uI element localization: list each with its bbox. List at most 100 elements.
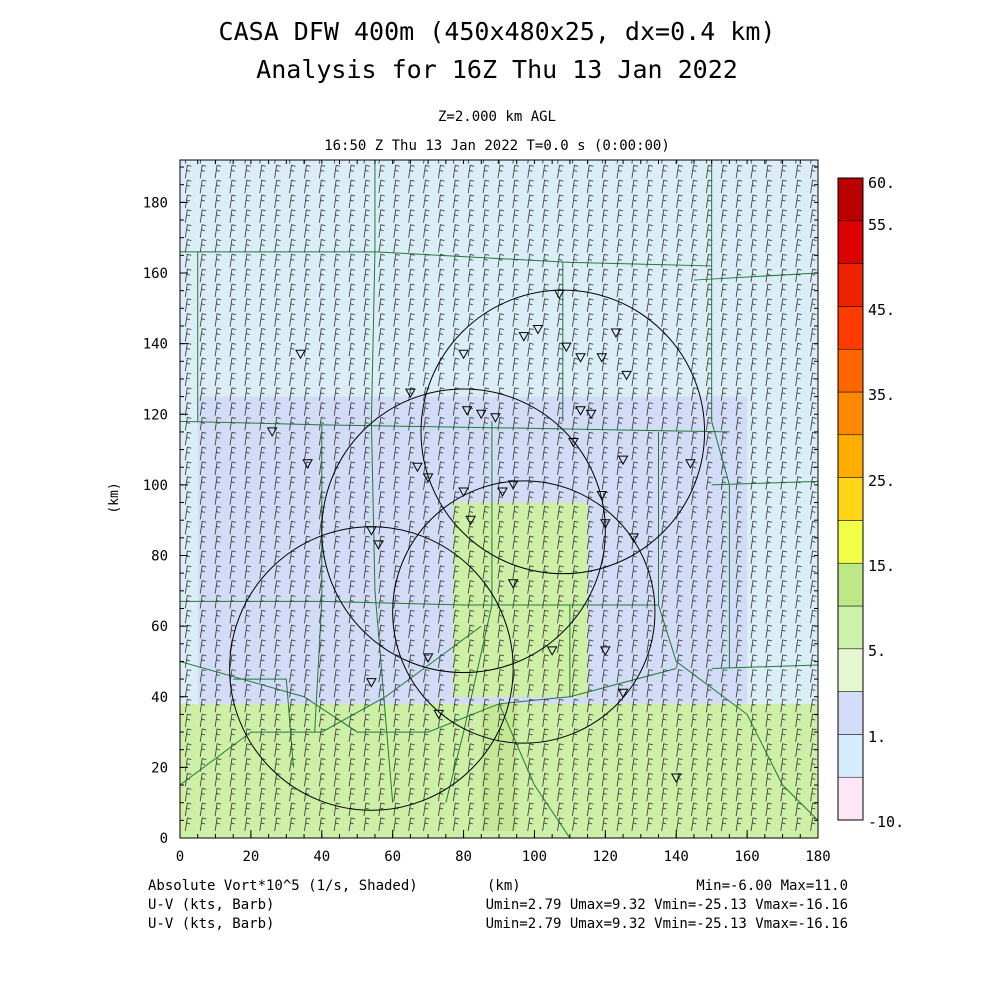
wind-barb — [601, 253, 609, 268]
wind-barb — [720, 194, 728, 209]
wind-barb — [437, 461, 445, 476]
wind-barb — [631, 224, 639, 238]
wind-barb — [571, 580, 579, 594]
wind-barb — [333, 713, 341, 728]
wind-barb — [452, 283, 460, 298]
wind-barb — [303, 580, 311, 594]
wind-barb — [765, 164, 773, 179]
wind-barb — [363, 817, 371, 832]
wind-barb — [780, 372, 787, 387]
wind-barb — [303, 491, 311, 505]
wind-barb — [482, 224, 490, 238]
wind-barb — [601, 268, 609, 283]
wind-barb — [631, 327, 639, 342]
wind-barb — [735, 520, 743, 535]
wind-barb — [691, 772, 698, 787]
wind-barb — [199, 787, 207, 802]
wind-barb — [795, 194, 802, 209]
wind-barb — [616, 802, 624, 817]
wind-barb — [303, 772, 311, 787]
wind-barb — [750, 609, 758, 624]
wind-barb — [378, 743, 385, 757]
wind-barb — [244, 194, 251, 209]
x-tick-label: 40 — [313, 849, 330, 865]
wind-barb — [333, 772, 341, 787]
wind-barb — [393, 179, 400, 194]
wind-barb — [557, 164, 564, 179]
wind-barb — [333, 209, 341, 223]
wind-barb — [289, 402, 296, 416]
wind-barb — [661, 431, 668, 446]
wind-barb — [274, 298, 281, 312]
wind-barb — [452, 565, 460, 579]
wind-barb — [765, 209, 773, 223]
wind-barb — [750, 683, 758, 698]
wind-barb — [542, 209, 549, 223]
wind-barb — [542, 698, 549, 713]
wind-barb — [646, 683, 653, 698]
wind-barb — [750, 476, 758, 490]
wind-barb — [735, 758, 743, 772]
colorbar-bin — [837, 306, 864, 350]
wind-barb — [571, 683, 579, 698]
wind-barb — [452, 431, 460, 446]
wind-barb — [289, 669, 296, 683]
wind-barb — [229, 817, 237, 832]
wind-barb — [184, 505, 192, 520]
wind-barb — [557, 357, 564, 372]
wind-barb — [333, 372, 341, 387]
wind-barb — [557, 787, 564, 802]
wind-barb — [557, 802, 564, 817]
wind-barb — [318, 402, 326, 416]
wind-barb — [289, 476, 296, 490]
wind-barb — [616, 313, 624, 327]
wind-barb — [557, 298, 564, 312]
wind-barb — [765, 698, 773, 713]
wind-barb — [318, 580, 326, 594]
wind-barb — [542, 669, 549, 683]
wind-barb — [571, 298, 579, 312]
wind-barb — [646, 609, 653, 624]
wind-barb — [646, 431, 653, 446]
wind-barb — [527, 179, 534, 194]
wind-barb — [735, 283, 743, 298]
wind-barb — [408, 624, 415, 639]
wind-barb — [601, 654, 609, 668]
wind-barb — [303, 387, 311, 401]
wind-barb — [229, 550, 237, 565]
wind-barb — [720, 535, 728, 550]
wind-barb — [244, 372, 251, 387]
wind-barb — [333, 431, 341, 446]
wind-barb — [378, 505, 385, 520]
wind-barb — [497, 179, 505, 194]
x-tick-label: 120 — [593, 849, 618, 865]
wind-barb — [214, 402, 222, 416]
wind-barb — [497, 772, 505, 787]
wind-barb — [184, 639, 192, 654]
wind-barb — [303, 327, 311, 342]
wind-barb — [423, 535, 430, 550]
wind-barb — [229, 446, 237, 461]
wind-barb — [497, 594, 505, 609]
wind-barb — [810, 505, 817, 520]
wind-barb — [646, 327, 653, 342]
wind-barb — [691, 416, 698, 431]
wind-barb — [363, 787, 371, 802]
wind-barb — [676, 639, 683, 654]
x-tick-label: 0 — [176, 849, 184, 865]
wind-barb — [259, 580, 266, 594]
wind-barb — [646, 787, 653, 802]
wind-barb — [720, 224, 728, 238]
wind-barb — [542, 194, 549, 209]
wind-barb — [393, 387, 400, 401]
radar-site-marker — [596, 490, 608, 501]
wind-barb — [423, 772, 430, 787]
wind-barb — [199, 476, 207, 490]
time-subtitle: 16:50 Z Thu 13 Jan 2022 T=0.0 s (0:00:00… — [324, 138, 670, 154]
wind-barb — [720, 728, 728, 743]
colorbar-label: 60. — [868, 174, 895, 192]
wind-barb — [467, 698, 475, 713]
wind-barb — [363, 342, 371, 357]
wind-barb — [661, 387, 668, 401]
wind-barb — [586, 268, 594, 283]
